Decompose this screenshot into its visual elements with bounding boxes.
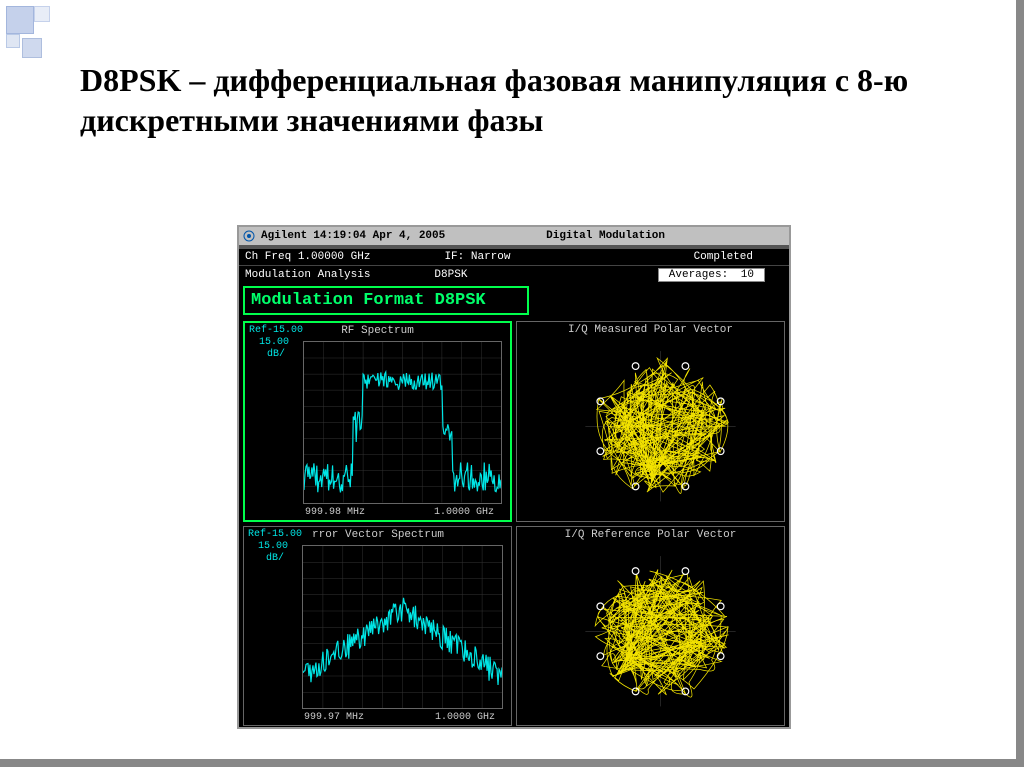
- evs-title: rror Vector Spectrum: [254, 529, 512, 541]
- if-label: IF:: [444, 251, 464, 263]
- iqr-title: I/Q Reference Polar Vector: [517, 529, 784, 541]
- panel-rf-spectrum[interactable]: Ref-15.00 15.00 dB/ RF Spectrum 999.98 M…: [243, 321, 512, 522]
- panel-iq-reference[interactable]: I/Q Reference Polar Vector: [516, 526, 785, 727]
- avg-label: Averages:: [669, 269, 728, 281]
- evs-xleft: 999.97 MHz: [304, 712, 364, 723]
- evs-scale-top: 15.00: [258, 541, 288, 552]
- rf-plot: [303, 341, 502, 504]
- averages-box: Averages: 10: [658, 268, 765, 282]
- rf-spectrum-svg: [304, 342, 501, 503]
- brand-label: Agilent: [261, 230, 307, 242]
- iqr-plot: [577, 547, 744, 716]
- modulation-format-bar: Modulation Format D8PSK: [243, 286, 529, 315]
- avg-value: 10: [741, 269, 754, 281]
- agilent-logo-icon: [243, 230, 255, 242]
- evs-xright: 1.0000 GHz: [435, 712, 495, 723]
- instrument-window: Agilent 14:19:04 Apr 4, 2005 Digital Mod…: [237, 225, 791, 729]
- rf-title: RF Spectrum: [245, 325, 510, 337]
- rf-scale-top: 15.00: [259, 337, 289, 348]
- iqr-svg: [577, 547, 744, 716]
- info-row-1: Ch Freq 1.00000 GHz IF: Narrow Completed: [239, 249, 789, 266]
- evs-plot: [302, 545, 503, 710]
- evs-spectrum-svg: [303, 546, 502, 709]
- freq-label: Ch Freq: [245, 251, 291, 263]
- timestamp-label: 14:19:04 Apr 4, 2005: [313, 230, 445, 242]
- rf-xleft: 999.98 MHz: [305, 507, 365, 518]
- rf-scale-unit: dB/: [267, 349, 285, 360]
- rf-xright: 1.0000 GHz: [434, 507, 494, 518]
- freq-value: 1.00000 GHz: [298, 251, 371, 263]
- panel-error-vector-spectrum[interactable]: Ref-15.00 15.00 dB/ rror Vector Spectrum…: [243, 526, 512, 727]
- instrument-titlebar: Agilent 14:19:04 Apr 4, 2005 Digital Mod…: [239, 227, 789, 245]
- status-label: Completed: [694, 251, 753, 263]
- slide-title: D8PSK – дифференциальная фазовая манипул…: [80, 60, 940, 140]
- iqm-plot: [577, 342, 744, 511]
- mode-label: Digital Modulation: [546, 230, 665, 242]
- if-value: Narrow: [471, 251, 511, 263]
- mod-type-label: D8PSK: [434, 269, 467, 281]
- panel-iq-measured[interactable]: I/Q Measured Polar Vector: [516, 321, 785, 522]
- info-row-2: Modulation Analysis D8PSK Averages: 10: [239, 266, 789, 284]
- analysis-label: Modulation Analysis: [245, 269, 370, 281]
- iqm-svg: [577, 342, 744, 511]
- iqm-title: I/Q Measured Polar Vector: [517, 324, 784, 336]
- panel-grid: Ref-15.00 15.00 dB/ RF Spectrum 999.98 M…: [239, 317, 789, 730]
- evs-scale-unit: dB/: [266, 553, 284, 564]
